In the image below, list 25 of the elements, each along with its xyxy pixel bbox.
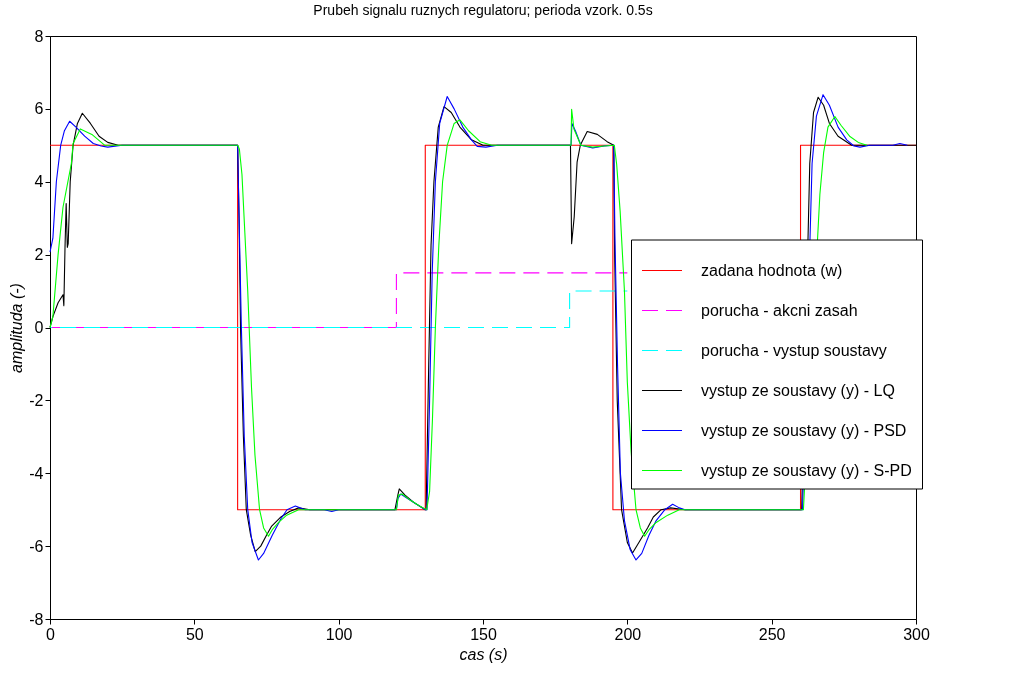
x-tick-label: 300: [903, 625, 930, 643]
y-tick-label: 0: [34, 319, 44, 336]
y-tick-label: -8: [29, 610, 44, 628]
legend-label: porucha - vystup soustavy: [701, 341, 887, 359]
y-tick-label: 2: [34, 246, 44, 264]
x-tick-label: 250: [758, 625, 786, 643]
legend-label: vystup ze soustavy (y) - S-PD: [701, 461, 912, 479]
x-tick-label: 150: [470, 625, 497, 643]
chart-title: Prubeh signalu ruznych regulatoru; perioda vzork. 0.5s: [313, 2, 653, 18]
y-tick-label: -6: [29, 537, 44, 555]
y-tick-label: -4: [29, 464, 44, 482]
legend-label: vystup ze soustavy (y) - LQ: [701, 381, 895, 399]
y-tick-label: 6: [34, 100, 44, 118]
x-axis-title: cas (s): [459, 645, 508, 663]
x-tick-label: 200: [614, 625, 642, 643]
y-tick-label: 8: [34, 27, 44, 45]
y-tick-label: 4: [34, 173, 44, 191]
x-tick-label: 0: [46, 625, 56, 643]
x-tick-label: 100: [325, 625, 353, 643]
legend-label: vystup ze soustavy (y) - PSD: [701, 421, 907, 439]
legend-label: porucha - akcni zasah: [701, 301, 858, 319]
y-axis-title: amplituda (-): [8, 283, 26, 373]
y-tick-label: -2: [29, 391, 44, 409]
x-tick-label: 50: [185, 625, 204, 643]
legend-label: zadana hodnota (w): [701, 261, 843, 279]
